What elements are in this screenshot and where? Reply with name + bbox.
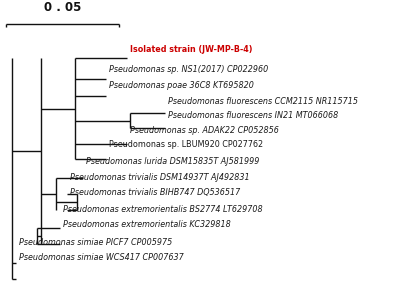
Text: Pseudomonas lurida DSM15835T AJ581999: Pseudomonas lurida DSM15835T AJ581999 xyxy=(86,157,259,166)
Text: Pseudomonas extremorientalis KC329818: Pseudomonas extremorientalis KC329818 xyxy=(63,220,231,229)
Text: Isolated strain (JW-MP-B-4): Isolated strain (JW-MP-B-4) xyxy=(130,45,252,54)
Text: Pseudomonas poae 36C8 KT695820: Pseudomonas poae 36C8 KT695820 xyxy=(109,81,253,90)
Text: Pseudomonas fluorescens CCM2115 NR115715: Pseudomonas fluorescens CCM2115 NR115715 xyxy=(168,97,358,106)
Text: Pseudomonas simiae WCS417 CP007637: Pseudomonas simiae WCS417 CP007637 xyxy=(19,253,184,262)
Text: Pseudomonas fluorescens IN21 MT066068: Pseudomonas fluorescens IN21 MT066068 xyxy=(168,111,338,120)
Text: Pseudomonas sp. ADAK22 CP052856: Pseudomonas sp. ADAK22 CP052856 xyxy=(130,126,279,135)
Text: Pseudomonas trivialis BIHB747 DQ536517: Pseudomonas trivialis BIHB747 DQ536517 xyxy=(71,188,241,197)
Text: Pseudomonas trivialis DSM14937T AJ492831: Pseudomonas trivialis DSM14937T AJ492831 xyxy=(71,173,250,182)
Text: Pseudomonas sp. LBUM920 CP027762: Pseudomonas sp. LBUM920 CP027762 xyxy=(109,140,263,149)
Text: Pseudomonas sp. NS1(2017) CP022960: Pseudomonas sp. NS1(2017) CP022960 xyxy=(109,65,268,74)
Text: Pseudomonas extremorientalis BS2774 LT629708: Pseudomonas extremorientalis BS2774 LT62… xyxy=(63,205,263,214)
Text: Pseudomonas simiae PICF7 CP005975: Pseudomonas simiae PICF7 CP005975 xyxy=(19,238,172,247)
Text: 0 . 05: 0 . 05 xyxy=(44,1,81,14)
